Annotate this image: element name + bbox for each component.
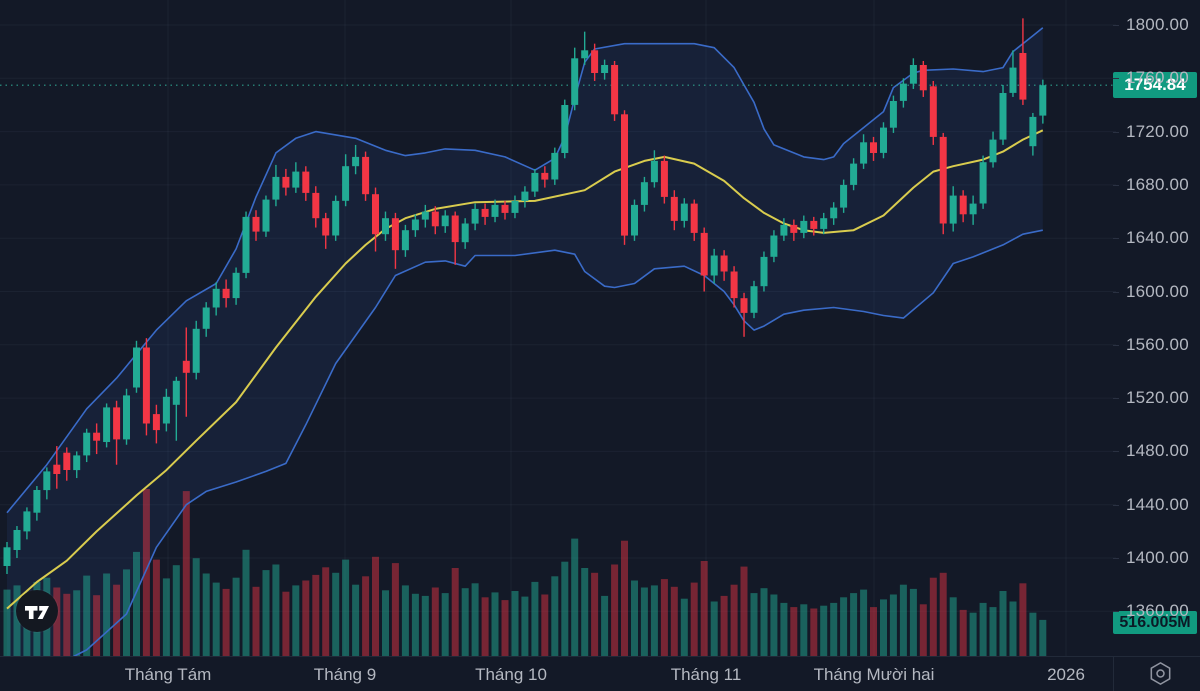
price-tick-label: 1560.00 (1126, 335, 1189, 354)
price-tick-label: 1440.00 (1126, 495, 1189, 514)
price-tick-mark (1113, 558, 1119, 559)
price-tick-label: 1680.00 (1126, 175, 1189, 194)
basis-ma-line (6, 129, 1044, 610)
axis-separator (1113, 656, 1114, 691)
price-tick-mark (1113, 78, 1119, 79)
tradingview-logo[interactable] (16, 590, 58, 632)
price-tick-label: 1360.00 (1126, 601, 1189, 620)
chart-canvas[interactable] (0, 0, 1200, 656)
price-tick-mark (1113, 25, 1119, 26)
price-tick-label: 1760.00 (1126, 68, 1189, 87)
time-scale[interactable]: Tháng Tám Tháng 9 Tháng 10 Tháng 11 Tháng Mư… (0, 656, 1200, 691)
price-tick-mark (1113, 238, 1119, 239)
volume-badge: 516.005M (1113, 611, 1197, 634)
price-tick-mark (1113, 611, 1119, 612)
price-tick-mark (1113, 451, 1119, 452)
price-scale[interactable]: 1754.84 516.005M 1800.00 1760.00 1720.00 16… (1113, 0, 1200, 656)
time-axis-label: 2026 (1047, 665, 1085, 684)
time-axis-label: Tháng 10 (475, 665, 547, 684)
price-tick-label: 1640.00 (1126, 228, 1189, 247)
price-tick-label: 1400.00 (1126, 548, 1189, 567)
price-tick-label: 1480.00 (1126, 441, 1189, 460)
price-tick-label: 1600.00 (1126, 282, 1189, 301)
scale-settings-icon[interactable] (1146, 659, 1175, 688)
last-price-badge: 1754.84 (1113, 72, 1197, 98)
price-tick-label: 1720.00 (1126, 122, 1189, 141)
time-axis-label: Tháng 9 (313, 665, 377, 684)
volume-bars (3, 489, 1047, 656)
price-tick-mark (1113, 185, 1119, 186)
bollinger-lower-line (72, 229, 1043, 656)
price-tick-mark (1113, 132, 1119, 133)
price-tick-mark (1113, 345, 1119, 346)
price-tick-label: 1800.00 (1126, 15, 1189, 34)
candles-layer (3, 18, 1047, 574)
bollinger-fill (7, 27, 1043, 656)
hexagon-gear-icon (1150, 662, 1171, 685)
chart-pane[interactable] (0, 0, 1200, 656)
price-tick-mark (1113, 398, 1119, 399)
price-tick-label: 1520.00 (1126, 388, 1189, 407)
time-axis-label: Tháng Mười hai (813, 665, 935, 684)
price-tick-mark (1113, 505, 1119, 506)
tradingview-logo-glyph (25, 606, 49, 619)
price-tick-mark (1113, 292, 1119, 293)
time-axis-label: Tháng Tám (124, 665, 212, 684)
time-axis-label: Tháng 11 (670, 665, 742, 684)
grid-layer (0, 0, 1116, 656)
